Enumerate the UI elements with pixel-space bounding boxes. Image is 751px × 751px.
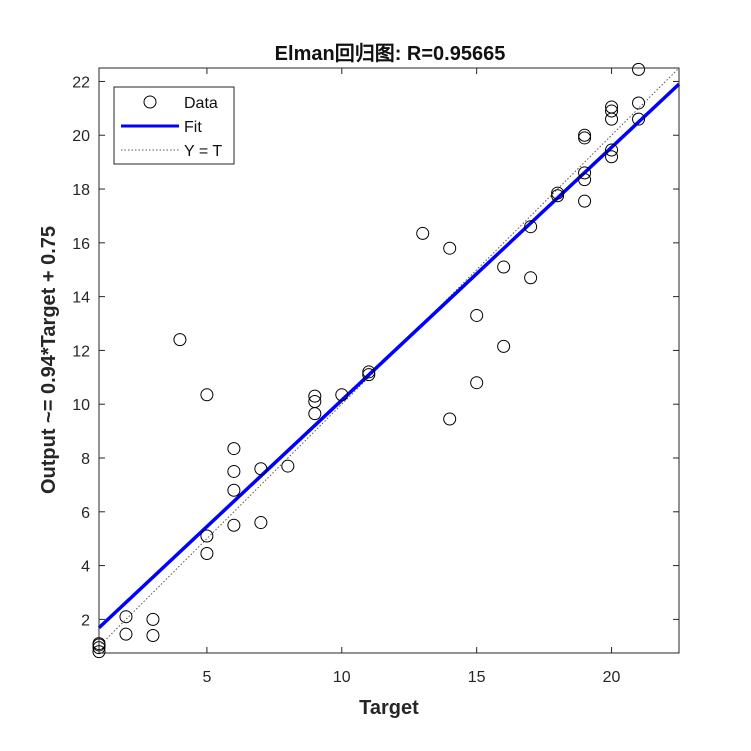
legend-data-marker — [143, 95, 157, 109]
y-axis-label: Output ~= 0.94*Target + 0.75 — [38, 226, 60, 494]
y-tick-label: 22 — [72, 74, 90, 91]
data-point — [470, 308, 484, 322]
fit-line — [97, 82, 681, 629]
data-point — [227, 518, 241, 532]
data-point — [254, 516, 268, 530]
data-point — [605, 150, 619, 164]
data-point — [578, 166, 592, 180]
data-point — [227, 442, 241, 456]
data-point — [470, 376, 484, 390]
data-point — [632, 62, 646, 76]
data-point — [524, 271, 538, 285]
data-point — [578, 131, 592, 145]
y-tick-label: 12 — [72, 343, 90, 360]
axes-box — [98, 67, 680, 654]
chart-title: Elman回归图: R=0.95665 — [275, 41, 506, 65]
x-tick-label: 5 — [202, 669, 211, 686]
data-point — [119, 627, 133, 641]
data-points — [92, 62, 646, 659]
data-point — [524, 220, 538, 234]
legend: Data Fit Y = T — [113, 86, 235, 165]
data-point — [146, 612, 160, 626]
data-point — [578, 128, 592, 142]
plot-background — [99, 68, 679, 653]
y-tick-label: 16 — [72, 236, 90, 253]
y-tick-label: 14 — [72, 290, 90, 307]
x-tick-label: 20 — [603, 669, 621, 686]
lines-layer — [97, 67, 681, 647]
y-tick-label: 10 — [72, 397, 90, 414]
data-point — [173, 333, 187, 347]
legend-identity-label: Y = T — [184, 143, 222, 160]
data-point — [416, 226, 430, 240]
data-point — [443, 412, 457, 426]
data-point — [200, 546, 214, 560]
axis-ticks: 5 10 15 20 2 4 6 8 10 12 14 16 18 20 22 — [72, 68, 679, 686]
data-point — [281, 459, 295, 473]
data-point — [605, 112, 619, 126]
data-point — [578, 194, 592, 208]
data-point — [227, 464, 241, 478]
legend-data-label: Data — [184, 95, 218, 112]
legend-fit-label: Fit — [184, 119, 202, 136]
y-tick-label: 8 — [81, 451, 90, 468]
data-point — [146, 629, 160, 643]
y-tick-label: 4 — [81, 559, 90, 576]
data-point — [362, 365, 376, 379]
data-point — [254, 462, 268, 476]
x-tick-label: 10 — [333, 669, 351, 686]
data-point — [551, 186, 565, 200]
data-point — [632, 96, 646, 110]
y-tick-label: 6 — [81, 505, 90, 522]
data-point — [443, 241, 457, 255]
y-tick-label: 2 — [81, 612, 90, 629]
data-point — [200, 529, 214, 543]
data-point — [362, 368, 376, 382]
data-point — [119, 610, 133, 624]
data-point — [578, 173, 592, 187]
x-tick-label: 15 — [468, 669, 486, 686]
plot-area: 5 10 15 20 2 4 6 8 10 12 14 16 18 20 22 — [72, 62, 681, 686]
data-point — [335, 388, 349, 402]
data-point — [227, 483, 241, 497]
data-point — [497, 339, 511, 353]
data-point — [497, 260, 511, 274]
y-tick-label: 18 — [72, 182, 90, 199]
data-point — [308, 389, 322, 403]
data-point — [308, 407, 322, 421]
data-point — [605, 143, 619, 157]
data-point — [605, 104, 619, 118]
data-point — [200, 388, 214, 402]
data-point — [551, 189, 565, 203]
y-tick-label: 20 — [72, 128, 90, 145]
x-axis-label: Target — [359, 697, 419, 719]
data-point — [632, 112, 646, 126]
